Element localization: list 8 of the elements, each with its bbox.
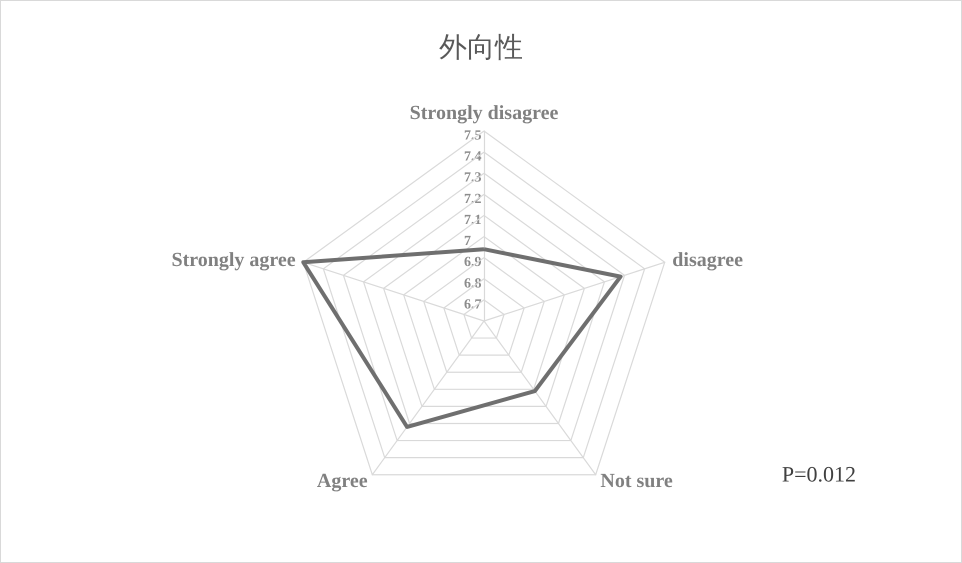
text: P=0.012 <box>782 462 856 486</box>
spoke-label: Strongly disagree <box>410 102 558 124</box>
spoke-label: Agree <box>316 470 368 492</box>
y-tick-label: 7 <box>464 234 471 250</box>
spoke-label: Strongly agree <box>171 248 296 271</box>
chart-title: 外向性 <box>439 32 523 64</box>
spoke-label: Not sure <box>600 470 673 492</box>
spoke-label: disagree <box>672 248 744 271</box>
